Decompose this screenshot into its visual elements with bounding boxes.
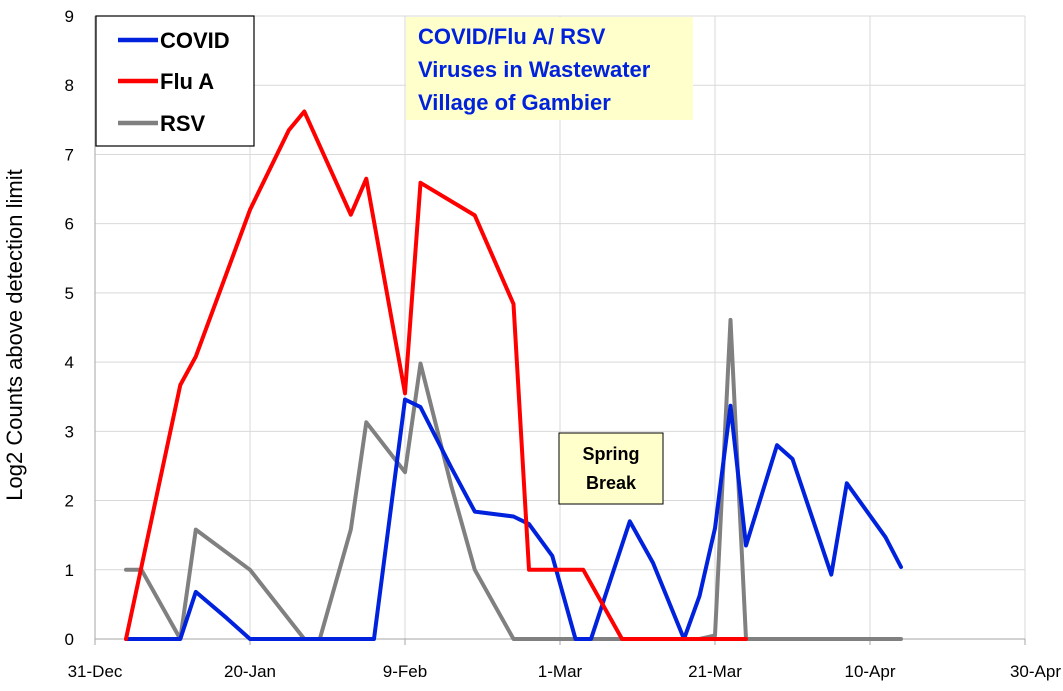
y-tick-label: 5: [65, 284, 74, 303]
x-tick-label: 9-Feb: [383, 662, 427, 681]
title-line-2: Viruses in Wastewater: [418, 57, 651, 82]
x-tick-label: 10-Apr: [844, 662, 895, 681]
y-tick-label: 7: [65, 145, 74, 164]
annotation-line-1: Spring: [583, 444, 640, 464]
legend-label-flu-a: Flu A: [160, 69, 214, 94]
y-tick-label: 4: [65, 353, 74, 372]
title-box: COVID/Flu A/ RSV Viruses in Wastewater V…: [406, 17, 693, 120]
spring-break-annotation: Spring Break: [558, 432, 664, 505]
y-tick-label: 8: [65, 76, 74, 95]
legend: COVID Flu A RSV: [95, 15, 255, 147]
legend-label-rsv: RSV: [160, 111, 206, 136]
title-box-background: [406, 17, 693, 120]
y-tick-label: 9: [65, 7, 74, 26]
y-axis-label: Log2 Counts above detection limit: [2, 169, 27, 500]
x-tick-label: 1-Mar: [538, 662, 583, 681]
annotation-line-2: Break: [586, 473, 637, 493]
series-line-flu-a: [124, 109, 748, 641]
y-tick-label: 3: [65, 422, 74, 441]
series-lines: [124, 109, 903, 641]
y-tick-labels: 0 1 2 3 4 5 6 7 8 9: [65, 7, 74, 649]
y-tick-label: 6: [65, 215, 74, 234]
series-line-rsv: [124, 317, 903, 641]
y-tick-label: 1: [65, 561, 74, 580]
title-line-3: Village of Gambier: [418, 90, 611, 115]
x-tick-labels: 31-Dec 20-Jan 9-Feb 1-Mar 21-Mar 10-Apr 30-Apr: [68, 662, 1062, 681]
legend-label-covid: COVID: [160, 28, 230, 53]
x-tick-label: 21-Mar: [688, 662, 742, 681]
y-tick-label: 0: [65, 630, 74, 649]
series-line-covid: [124, 397, 903, 641]
x-tick-label: 30-Apr: [1010, 662, 1061, 681]
annotation-box: [558, 432, 664, 505]
y-tick-label: 2: [65, 492, 74, 511]
title-line-1: COVID/Flu A/ RSV: [418, 24, 606, 49]
x-tick-label: 31-Dec: [68, 662, 123, 681]
x-tick-label: 20-Jan: [224, 662, 276, 681]
